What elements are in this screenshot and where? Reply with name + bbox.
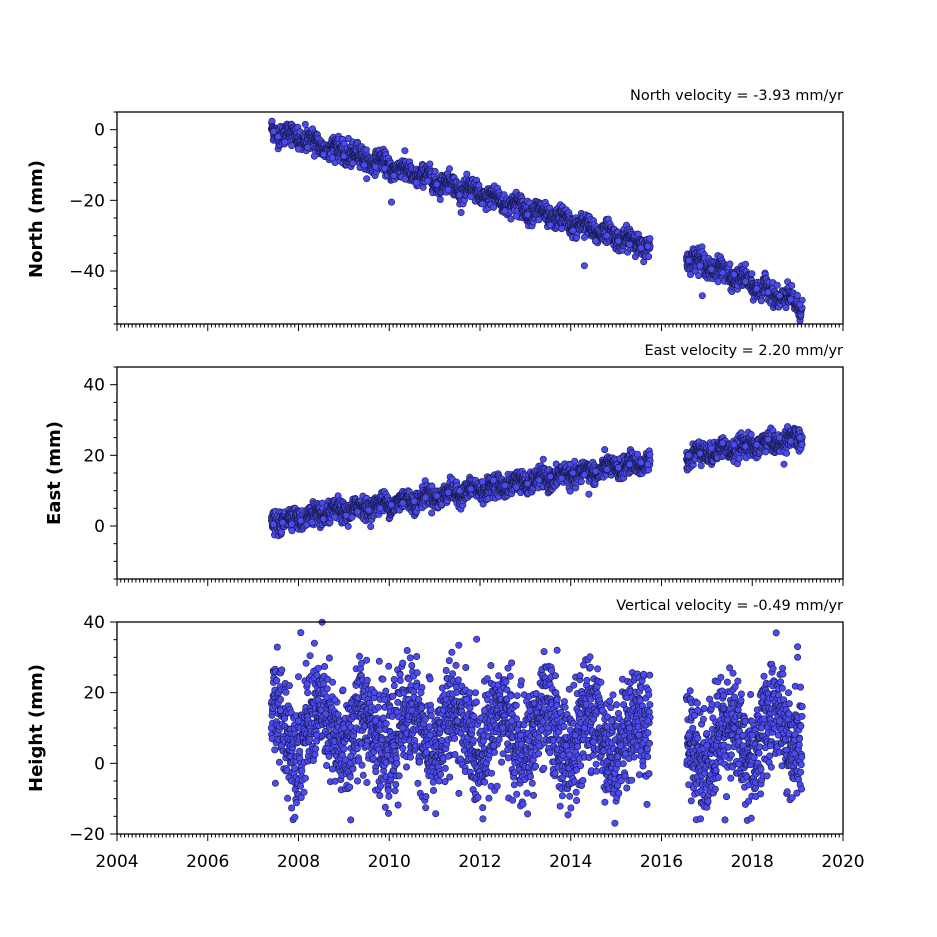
north-points [267,117,806,325]
north-data-point [788,281,796,289]
north-data-point [457,209,465,217]
east-data-point [344,522,352,530]
north-data-point [319,150,327,158]
north-data-point [372,163,380,171]
north-data-point [387,198,395,206]
north-data-point [401,175,409,183]
north-data-point [580,262,588,270]
north-data-point [558,225,566,233]
north-data-point [730,270,738,278]
north-data-point [719,269,727,277]
north-data-point [269,127,277,135]
north-data-point [626,241,634,249]
north-data-point [603,232,611,240]
north-data-point [569,226,577,234]
north-data-point [793,291,801,299]
north-data-point [444,186,452,194]
north-data-point [764,288,772,296]
east-data-point [539,455,547,463]
north-data-point [360,161,368,169]
east-points [267,423,806,540]
north-data-point [775,292,783,300]
north-data-point [281,138,289,146]
north-data-point [646,235,654,243]
north-data-point [748,270,756,278]
north-data-point [637,244,645,252]
north-y-tick-label: −20 [69,191,105,211]
north-data-point [436,196,444,204]
north-data-point [524,211,532,219]
north-data-point [274,133,282,141]
north-data-point [546,221,554,229]
north-data-point [445,165,453,173]
east-velocity-title: East velocity = 2.20 mm/yr [644,343,843,359]
east-y-tick-label: 40 [83,376,105,396]
north-data-point [535,216,543,224]
north-data-point [707,265,715,273]
north-data-point [696,262,704,270]
north-data-point [381,165,389,173]
north-y-tick-label: 0 [94,121,105,141]
north-data-point [288,142,296,150]
north-data-point [467,193,475,201]
north-data-point [614,237,622,245]
north-data-point [512,212,520,220]
north-data-point [787,295,795,303]
north-data-point [741,278,749,286]
north-data-point [695,272,703,280]
north-data-point [433,180,441,188]
north-data-point [698,292,706,300]
north-data-point [645,253,653,261]
north-panel: North velocity = -3.93 mm/yr North (mm) … [26,88,844,331]
east-ticks: 40 20 0 [83,366,844,586]
north-data-point [490,203,498,211]
north-data-point [328,154,336,162]
north-data-point [401,147,409,155]
north-data-point [363,175,371,183]
east-data-point [428,509,436,517]
north-data-point [685,256,693,264]
north-data-point [426,160,434,168]
north-data-point [592,237,600,245]
north-data-point [580,233,588,241]
north-data-point [456,191,464,199]
east-data-point [367,522,375,530]
north-velocity-title: North velocity = -3.93 mm/yr [630,88,843,104]
north-data-point [424,177,432,185]
north-data-point [349,159,357,167]
north-data-point [340,152,348,160]
north-data-point [501,207,509,215]
east-panel: East velocity = 2.20 mm/yr East (mm) 40 2… [44,343,844,586]
north-data-point [773,281,781,289]
north-data-point [390,172,398,180]
east-axis-label: East (mm) [44,421,65,525]
north-data-point [431,168,439,176]
north-data-point [753,285,761,293]
north-data-point [412,179,420,187]
north-y-tick-label: −40 [69,262,105,282]
north-data-point [294,145,302,153]
north-data-point [741,260,749,268]
east-data-point [577,478,585,486]
north-data-point [478,200,486,208]
north-data-point [310,152,318,160]
east-y-tick-label: 20 [83,446,105,466]
north-axis-label: North (mm) [26,160,47,278]
north-data-point [726,260,734,268]
east-y-tick-label: 0 [94,517,105,537]
east-data-point [571,457,579,465]
north-data-point [304,143,312,151]
north-data-point [757,297,765,305]
north-data-point [301,120,309,128]
north-data-point [796,301,804,309]
north-data-point [344,135,352,143]
north-data-point [463,170,471,178]
north-ticks: 0 −20 −40 [69,111,844,331]
north-data-point [644,242,652,250]
north-data-point [419,183,427,191]
